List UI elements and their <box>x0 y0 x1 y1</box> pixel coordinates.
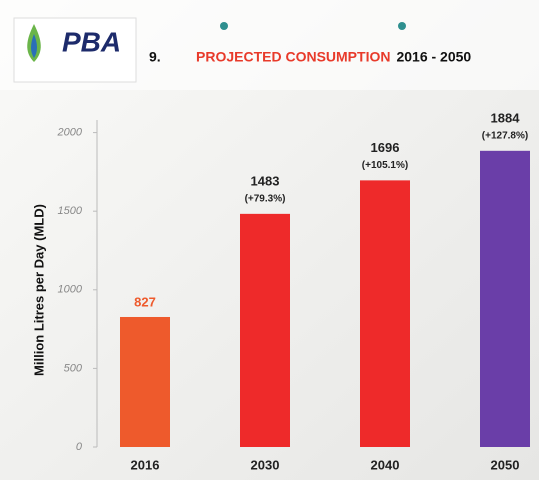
change-label: (+79.3%) <box>245 193 286 204</box>
value-label: 1483 <box>251 173 280 188</box>
y-tick-label: 1000 <box>58 284 83 296</box>
y-tick-label: 500 <box>64 362 83 374</box>
pin <box>220 22 228 30</box>
title-number: 9. <box>149 49 161 65</box>
y-tick-label: 0 <box>76 441 83 453</box>
y-axis-label: Million Litres per Day (MLD) <box>31 204 46 376</box>
change-label: (+127.8%) <box>482 130 528 141</box>
y-tick-label: 2000 <box>57 126 83 138</box>
bar <box>240 213 290 447</box>
x-tick-label: 2016 <box>131 457 160 472</box>
x-tick-label: 2040 <box>371 457 400 472</box>
chart-title: PROJECTED CONSUMPTION <box>196 49 390 65</box>
logo-drop-inner <box>31 34 37 58</box>
bar <box>360 180 410 447</box>
value-label: 827 <box>134 294 156 309</box>
bar <box>480 150 530 447</box>
x-tick-label: 2050 <box>491 457 520 472</box>
logo: PBA <box>13 17 137 83</box>
value-label: 1696 <box>371 140 400 155</box>
x-tick-label: 2030 <box>251 457 280 472</box>
logo-text: PBA <box>62 26 121 57</box>
bar <box>120 316 170 447</box>
change-label: (+105.1%) <box>362 160 408 171</box>
value-label: 1884 <box>491 110 521 125</box>
title-period: 2016 - 2050 <box>396 49 471 65</box>
y-tick-label: 1500 <box>58 205 83 217</box>
pin <box>398 22 406 30</box>
